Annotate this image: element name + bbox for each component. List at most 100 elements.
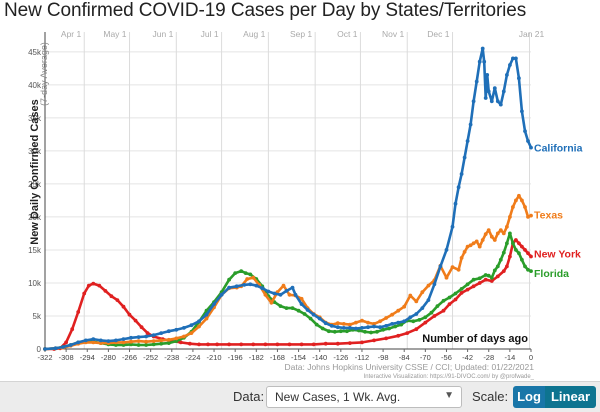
data-point <box>278 304 283 308</box>
data-point <box>489 234 494 239</box>
data-point <box>114 338 118 343</box>
data-point <box>489 99 494 104</box>
data-point <box>420 290 425 295</box>
x-tick-label: -168 <box>270 353 285 362</box>
data-point <box>405 331 410 335</box>
data-point <box>508 254 512 259</box>
data-point <box>151 333 156 337</box>
data-point <box>483 277 488 282</box>
axes <box>44 32 531 350</box>
data-point <box>109 294 114 299</box>
data-point <box>495 274 500 279</box>
data-point <box>372 322 376 326</box>
data-point <box>275 342 280 347</box>
data-point <box>474 79 479 84</box>
data-point <box>82 291 87 296</box>
data-point <box>284 306 289 310</box>
data-point <box>495 231 500 236</box>
data-point <box>514 238 518 242</box>
data-point <box>414 312 419 316</box>
log-scale-button[interactable]: Log <box>513 386 545 408</box>
data-point <box>151 339 156 343</box>
data-point <box>242 283 247 287</box>
data-point <box>251 342 256 347</box>
data-point <box>136 335 141 339</box>
data-point <box>526 215 530 219</box>
month-label: Nov 1 <box>382 29 404 39</box>
data-point <box>520 198 524 203</box>
data-point <box>384 336 388 341</box>
data-point <box>204 312 209 317</box>
data-point <box>366 325 370 330</box>
x-tick-label: -42 <box>462 353 473 362</box>
data-point <box>505 264 509 269</box>
data-point <box>381 327 385 332</box>
data-point <box>98 338 103 343</box>
data-point <box>197 324 201 329</box>
data-point <box>390 322 394 326</box>
data-point <box>363 329 367 334</box>
data-point <box>263 342 268 347</box>
data-point <box>498 102 503 107</box>
data-point <box>233 271 238 275</box>
data-point <box>517 251 521 256</box>
x-tick-label: -98 <box>378 353 389 362</box>
data-point <box>159 331 164 335</box>
series-end-label: New York <box>534 249 581 261</box>
data-point <box>511 56 515 61</box>
data-point <box>281 283 286 288</box>
data-point <box>435 304 440 308</box>
data-point <box>251 275 256 280</box>
data-point <box>520 257 524 262</box>
data-point <box>335 325 340 330</box>
data-point <box>136 339 141 343</box>
series-texas <box>43 193 533 351</box>
data-point <box>486 273 491 278</box>
data-point <box>98 341 103 345</box>
data-point <box>348 341 352 345</box>
data-select[interactable]: New Cases, 1 Wk. Avg. ▼ <box>266 386 462 408</box>
source-note: Data: Johns Hopkins University CSSE / CC… <box>285 362 535 372</box>
data-point <box>414 327 419 332</box>
data-point <box>447 295 452 300</box>
data-point <box>308 316 313 321</box>
data-point <box>197 342 201 347</box>
data-point <box>483 232 488 237</box>
data-point <box>411 319 416 324</box>
series-labels: California Texas New York Florida <box>534 143 583 280</box>
data-point <box>290 285 295 290</box>
data-point <box>477 59 482 64</box>
data-point <box>234 284 239 289</box>
series <box>43 46 533 351</box>
x-tick-label: -14 <box>504 353 515 362</box>
data-point <box>354 326 358 331</box>
y-tick-labels: 0 5k 10k 15k 20k 25k 30k 35k 40k 45k <box>28 48 42 354</box>
scale-label: Scale: <box>472 389 509 404</box>
data-point <box>384 324 388 328</box>
data-point <box>486 89 491 94</box>
x-tick-label: -70 <box>420 353 431 362</box>
data-point <box>53 346 58 351</box>
data-point <box>485 73 490 77</box>
data-point <box>517 76 521 81</box>
data-point <box>514 248 518 252</box>
data-point <box>483 273 488 277</box>
data-point <box>459 256 464 260</box>
x-tick-label: -266 <box>122 353 137 362</box>
data-point <box>86 283 91 288</box>
data-point <box>348 322 352 327</box>
data-point <box>429 310 434 315</box>
data-point <box>178 340 183 345</box>
data-point <box>444 248 449 252</box>
x-tick-label: -196 <box>228 353 243 362</box>
data-point <box>402 304 407 309</box>
data-point <box>477 244 482 249</box>
linear-scale-button[interactable]: Linear <box>545 386 596 408</box>
data-point <box>314 322 319 327</box>
data-point <box>408 315 413 320</box>
data-point <box>76 340 81 345</box>
x-tick-label: -280 <box>101 353 116 362</box>
series-end-label: California <box>534 143 583 155</box>
x-axis-label: Number of days ago <box>422 333 528 345</box>
data-point <box>501 89 506 94</box>
